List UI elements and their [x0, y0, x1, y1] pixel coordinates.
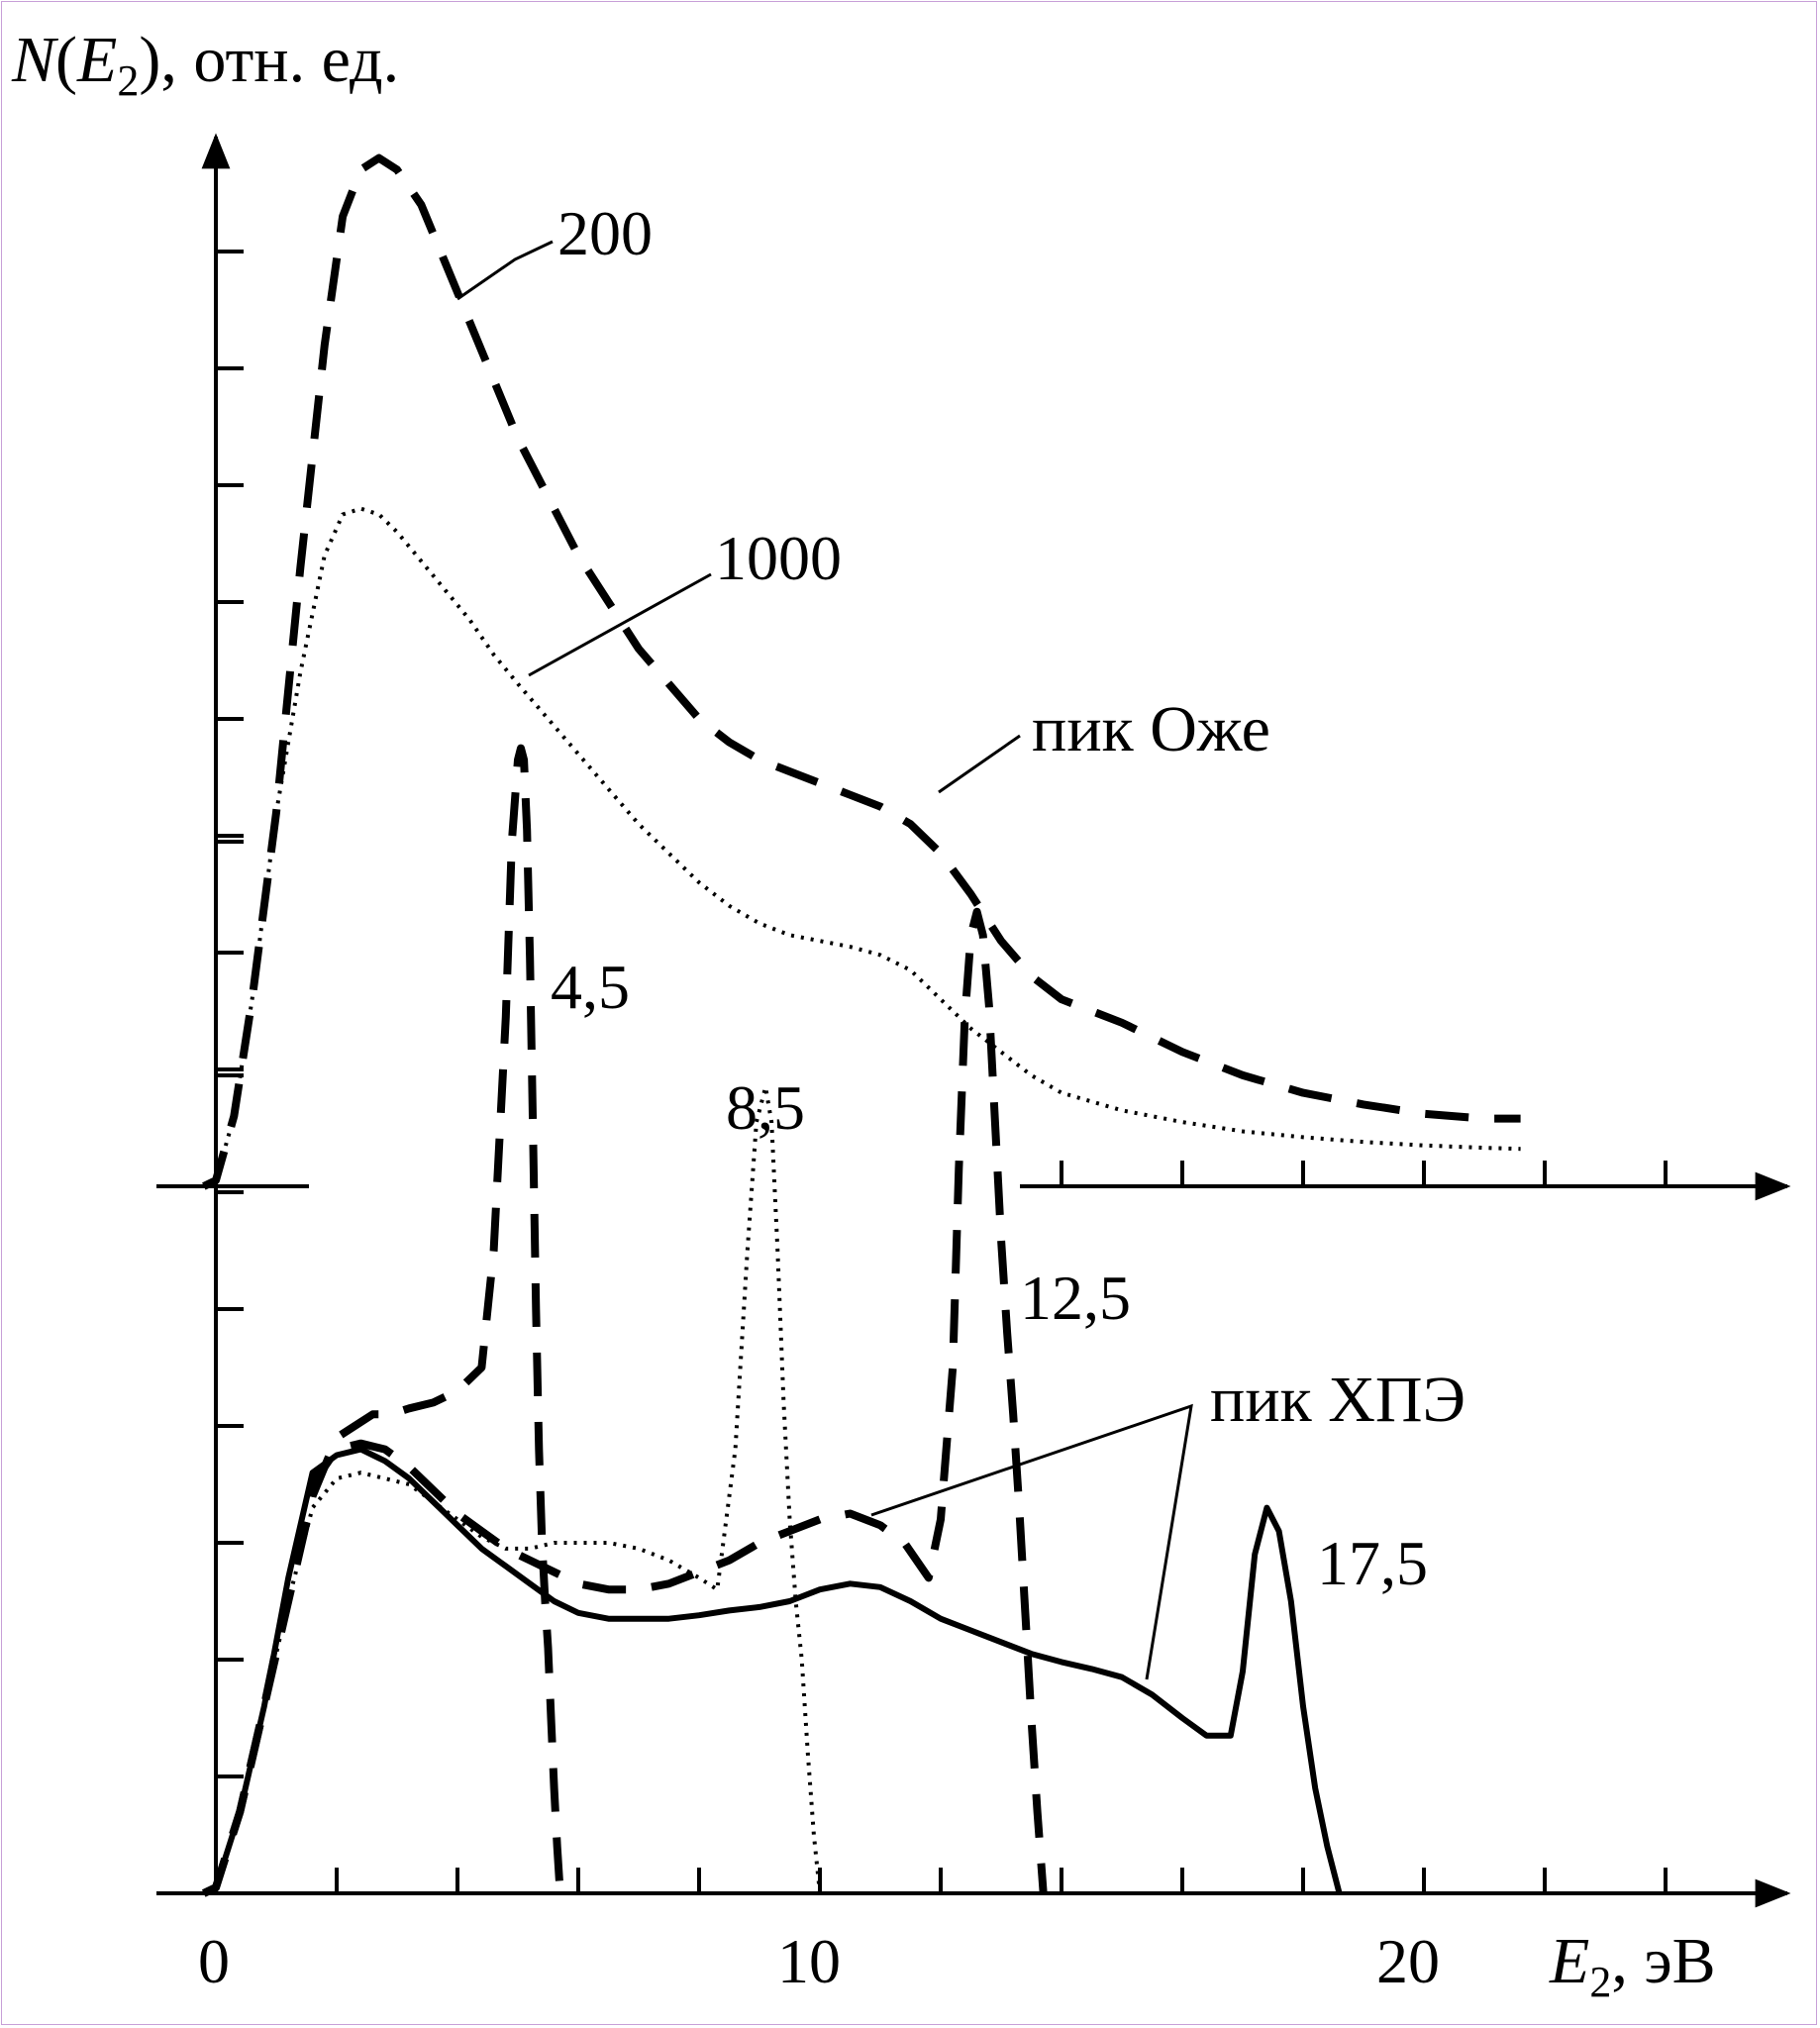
leader-hpe [870, 1403, 1193, 1680]
label-auger-peak: пик Оже [1032, 693, 1270, 765]
upper-series-1000 [202, 506, 1521, 1188]
x-axis-label: E2, эВ [1549, 1925, 1716, 2006]
lower-series-4-5 [202, 744, 564, 1897]
label-17-5: 17,5 [1317, 1528, 1428, 1598]
lower-series [202, 744, 1343, 1897]
x-axis-ticks-lower [335, 1868, 1668, 1893]
x-tick-label-10: 10 [777, 1926, 841, 1996]
leader-auger [938, 734, 1021, 794]
lower-series-12-5 [202, 907, 1048, 1897]
x-tick-label-20: 20 [1376, 1926, 1440, 1996]
x-axis-ticks-upper [1060, 1161, 1668, 1186]
y-axis-ticks [216, 250, 244, 1778]
x-tick-label-0: 0 [198, 1926, 230, 1996]
upper-series [202, 153, 1521, 1190]
lower-series-17-5 [202, 1446, 1343, 1896]
y-axis-label: N(E2), отн. ед. [11, 24, 399, 105]
lower-series-8-5 [202, 1084, 822, 1895]
label-8-5: 8,5 [726, 1072, 805, 1143]
label-200: 200 [557, 198, 653, 268]
label-1000: 1000 [715, 523, 842, 593]
leader-200 [456, 240, 554, 301]
label-hpe-peak: пик ХПЭ [1210, 1364, 1466, 1436]
label-4-5: 4,5 [551, 952, 630, 1022]
label-12-5: 12,5 [1020, 1263, 1131, 1333]
leader-1000 [528, 572, 712, 677]
annotation-leaders [456, 240, 1193, 1680]
upper-series-200 [202, 153, 1521, 1190]
